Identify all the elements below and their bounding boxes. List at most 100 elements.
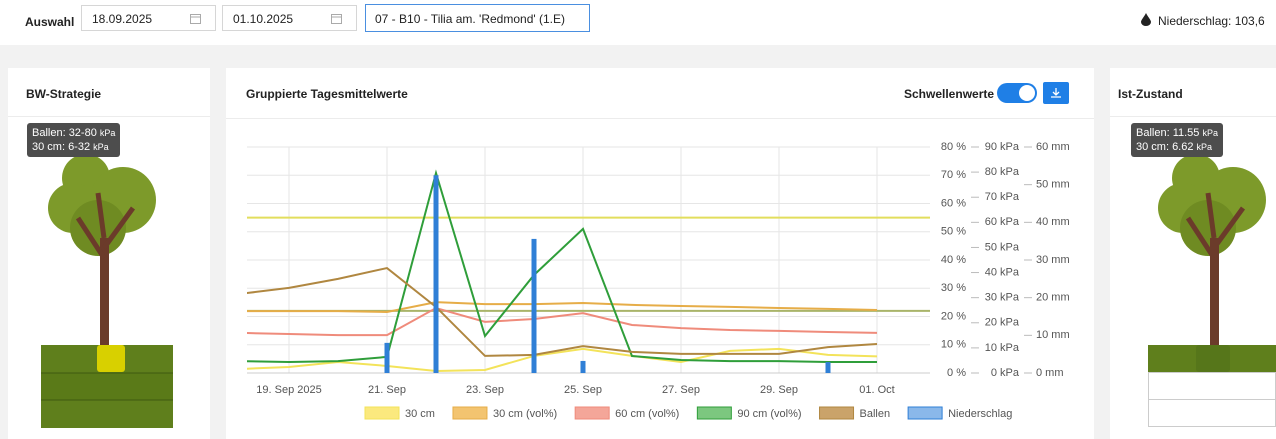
legend-swatch [364, 406, 400, 420]
panel-title: Ist-Zustand [1118, 87, 1183, 101]
legend-swatch [452, 406, 488, 420]
y-tick-label: 80 % [941, 141, 966, 153]
bar [433, 175, 439, 373]
bar [825, 362, 831, 373]
left-panel: BW-Strategie Ballen: 32-80 kPa 30 cm: 6-… [8, 68, 210, 439]
bar [580, 360, 586, 373]
x-tick-label: 29. Sep [760, 384, 798, 396]
panel-title: Gruppierte Tagesmittelwerte [246, 87, 408, 101]
line [247, 306, 878, 337]
y-tick-label: 50 % [941, 226, 966, 238]
tooltip: Ballen: 32-80 kPa 30 cm: 6-32 kPa [27, 123, 121, 157]
divider [226, 118, 1094, 119]
tree-illustration [41, 154, 173, 428]
legend-swatch [907, 406, 943, 420]
x-tick-label: 19. Sep 2025 [256, 384, 321, 396]
legend-swatch [696, 406, 732, 420]
value: 01.10.2025 [233, 12, 294, 26]
legend-swatch [574, 406, 610, 420]
legend-label: Ballen [860, 408, 891, 420]
y2-tick-label: 20 kPa [985, 317, 1020, 329]
text: Ballen: 32-80 [32, 127, 97, 139]
knob [1019, 85, 1035, 101]
tree-illustration [1148, 154, 1276, 427]
y2-tick-label: 50 kPa [985, 241, 1020, 253]
text: 30 cm: 6-32 [32, 141, 91, 153]
toolbar: Auswahl 18.09.2025 01.10.2025 07 - B10 -… [0, 0, 1276, 45]
legend-label: 30 cm (vol%) [493, 408, 557, 420]
tooltip-line: Ballen: 32-80 kPa [32, 126, 115, 140]
y-tick-label: 20 % [941, 310, 966, 322]
line [247, 266, 878, 357]
text: 30 cm: 6.62 [1136, 141, 1194, 153]
tooltip-line: Ballen: 11.55 kPa [1136, 126, 1218, 140]
y-tick-label: 40 % [941, 254, 966, 266]
value: 18.09.2025 [92, 12, 153, 26]
toggle-label: Schwellenwerte [904, 87, 995, 101]
y-tick-label: 70 % [941, 169, 966, 181]
download-icon [1051, 88, 1061, 98]
tooltip-line: 30 cm: 6.62 kPa [1136, 140, 1218, 154]
tooltip: Ballen: 11.55 kPa 30 cm: 6.62 kPa [1131, 123, 1223, 157]
center-panel: Gruppierte Tagesmittelwerte Schwellenwer… [226, 68, 1094, 439]
y2-tick-label: 70 kPa [985, 191, 1020, 203]
y3-tick-label: 60 mm [1036, 141, 1070, 153]
y2-tick-label: 0 kPa [991, 367, 1020, 379]
y3-tick-label: 20 mm [1036, 292, 1070, 304]
line [247, 347, 878, 372]
right-panel: Ist-Zustand Ballen: 11.55 kPa 30 cm: 6.6… [1110, 68, 1276, 439]
y3-tick-label: 40 mm [1036, 216, 1070, 228]
y3-tick-label: 10 mm [1036, 329, 1070, 341]
calendar-icon [331, 14, 342, 24]
y2-tick-label: 90 kPa [985, 141, 1020, 153]
y-tick-label: 0 % [947, 367, 966, 379]
panel-title: BW-Strategie [26, 87, 102, 101]
line [247, 169, 877, 363]
precipitation: Niederschlag: 103,6 [1158, 14, 1265, 28]
x-tick-label: 25. Sep [564, 384, 602, 396]
legend-label: 90 cm (vol%) [737, 408, 801, 420]
y3-tick-label: 30 mm [1036, 254, 1070, 266]
tree-select[interactable]: 07 - B10 - Tilia am. 'Redmond' (1.E) [365, 4, 590, 32]
y3-tick-label: 0 mm [1036, 367, 1064, 379]
date-from[interactable]: 18.09.2025 [81, 5, 216, 31]
divider [8, 116, 210, 117]
y2-tick-label: 80 kPa [985, 166, 1020, 178]
unit: kPa [1196, 142, 1213, 152]
y2-tick-label: 60 kPa [985, 216, 1020, 228]
legend-label: 60 cm (vol%) [615, 408, 679, 420]
plot-area [247, 169, 930, 373]
text: Ballen: 11.55 [1136, 127, 1200, 139]
y-tick-label: 30 % [941, 282, 966, 294]
y2-tick-label: 40 kPa [985, 266, 1020, 278]
y3-tick-label: 50 mm [1036, 179, 1070, 191]
legend-label: 30 cm [405, 408, 435, 420]
x-tick-label: 27. Sep [662, 384, 700, 396]
toggle[interactable] [997, 83, 1037, 103]
x-tick-label: 21. Sep [368, 384, 406, 396]
x-tick-label: 23. Sep [466, 384, 504, 396]
drop-icon [1141, 13, 1151, 26]
line [247, 301, 878, 313]
legend-label: Niederschlag [948, 408, 1012, 420]
y2-tick-label: 10 kPa [985, 342, 1020, 354]
calendar-icon [190, 14, 201, 24]
value: 07 - B10 - Tilia am. 'Redmond' (1.E) [375, 12, 565, 26]
unit: kPa [93, 142, 109, 152]
tooltip-line: 30 cm: 6-32 kPa [32, 140, 115, 154]
legend-swatch [819, 406, 855, 420]
bar [384, 342, 390, 373]
unit: kPa [99, 128, 116, 138]
x-tick-label: 01. Oct [859, 384, 894, 396]
y-tick-label: 60 % [941, 197, 966, 209]
unit: kPa [1202, 128, 1218, 138]
bar [531, 238, 537, 373]
y2-tick-label: 30 kPa [985, 292, 1020, 304]
divider [1110, 116, 1276, 117]
label: Auswahl [25, 15, 75, 29]
y-tick-label: 10 % [941, 339, 966, 351]
date-to[interactable]: 01.10.2025 [222, 5, 357, 31]
download-button[interactable] [1043, 82, 1069, 104]
